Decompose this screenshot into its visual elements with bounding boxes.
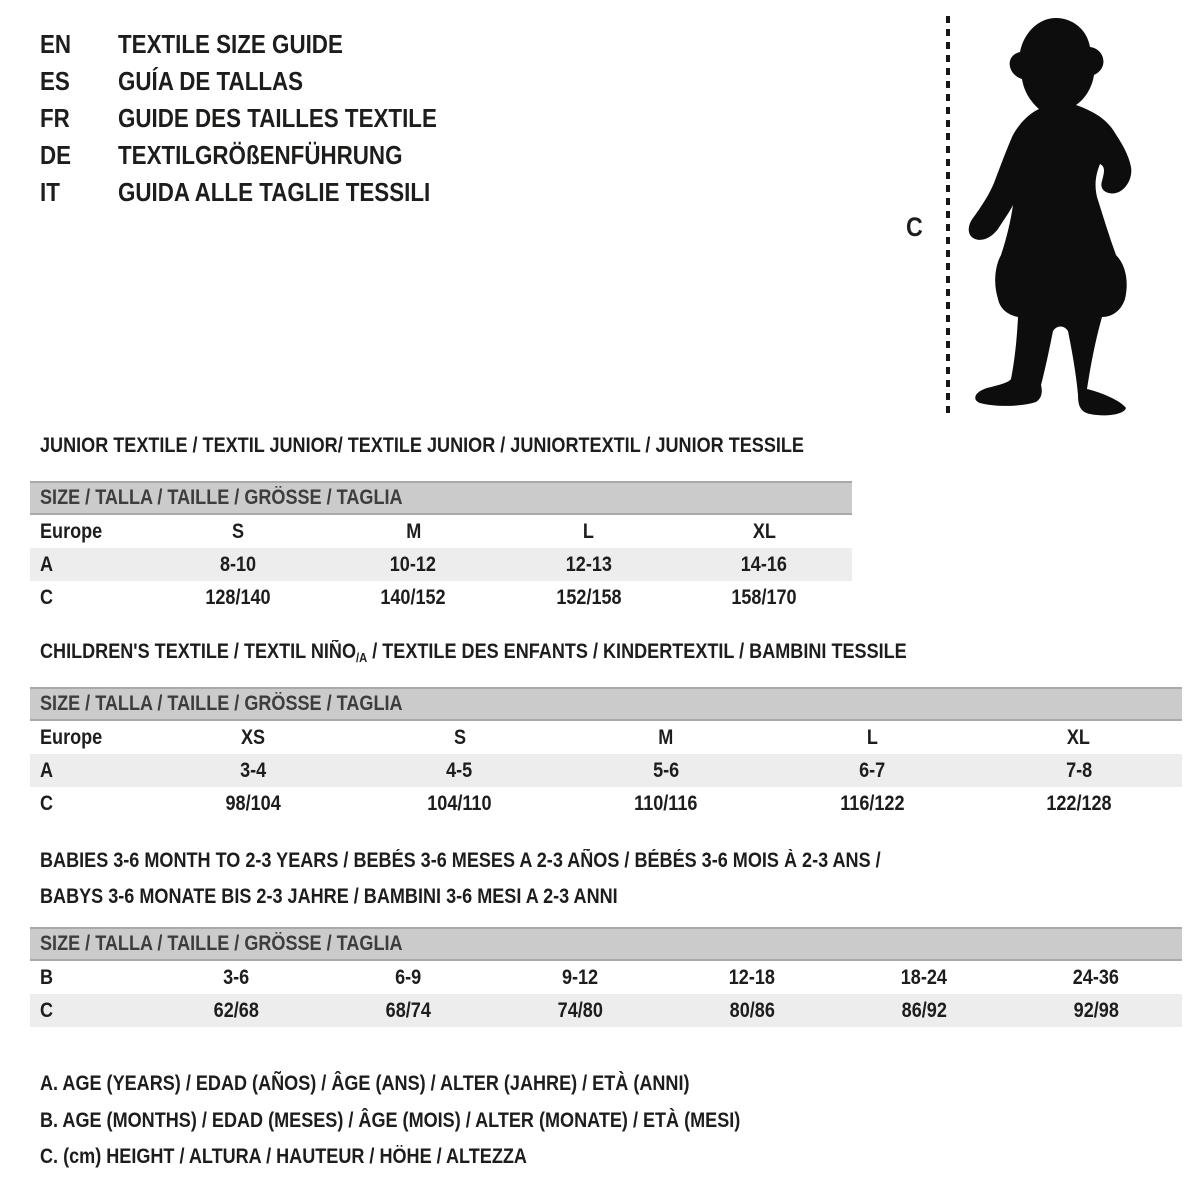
babies-height-row: C 62/68 68/74 74/80 80/86 86/92 92/98: [30, 994, 1182, 1027]
language-code: FR: [40, 103, 70, 133]
junior-size-table: SIZE / TALLA / TAILLE / GRÖSSE / TAGLIA …: [30, 481, 852, 614]
junior-age-row: A 8-10 10-12 12-13 14-16: [30, 548, 852, 581]
age-cell: 3-4: [240, 759, 267, 782]
age-cell: 8-10: [219, 553, 256, 576]
language-code: DE: [40, 140, 72, 170]
children-height-row: C 98/104 104/110 110/116 116/122 122/128: [30, 787, 1182, 820]
language-title: GUIDE DES TAILLES TEXTILE: [118, 103, 437, 133]
age-cell: 10-12: [390, 553, 437, 576]
row-label: A: [40, 553, 54, 576]
legend-height-cm: C. (cm) HEIGHT / ALTURA / HAUTEUR / HÖHE…: [40, 1145, 527, 1168]
language-title: GUÍA DE TALLAS: [118, 66, 304, 96]
row-label: C: [40, 792, 54, 815]
junior-region-row: Europe S M L XL: [30, 515, 852, 548]
language-code: EN: [40, 29, 72, 59]
size-column-header: XS: [241, 726, 266, 749]
language-row-it: IT GUIDA ALLE TAGLIE TESSILI: [40, 174, 489, 211]
row-label: A: [40, 759, 54, 782]
height-cell: 104/110: [427, 792, 492, 815]
junior-section-title: JUNIOR TEXTILE / TEXTIL JUNIOR/ TEXTILE …: [40, 434, 804, 457]
age-cell: 4-5: [446, 759, 473, 782]
size-column-header: M: [405, 520, 421, 543]
age-cell: 9-12: [561, 966, 599, 989]
language-row-de: DE TEXTILGRÖßENFÜHRUNG: [40, 137, 489, 174]
row-label: C: [40, 586, 54, 609]
size-header-row: SIZE / TALLA / TAILLE / GRÖSSE / TAGLIA: [30, 481, 852, 515]
height-cell: 140/152: [380, 586, 446, 609]
height-cell: 152/158: [556, 586, 622, 609]
height-measure-label: C: [906, 212, 923, 242]
age-cell: 14-16: [741, 553, 788, 576]
height-measure-dashed-line: [946, 16, 950, 416]
row-label: B: [40, 966, 54, 989]
region-label: Europe: [40, 520, 103, 543]
babies-age-row: B 3-6 6-9 9-12 12-18 18-24 24-36: [30, 961, 1182, 994]
babies-section-title-line2: BABYS 3-6 MONATE BIS 2-3 JAHRE / BAMBINI…: [40, 885, 618, 908]
children-region-row: Europe XS S M L XL: [30, 721, 1182, 754]
size-header-row: SIZE / TALLA / TAILLE / GRÖSSE / TAGLIA: [30, 927, 1182, 961]
baby-silhouette-icon: [968, 18, 1132, 416]
height-cell: 92/98: [1073, 999, 1119, 1022]
size-column-header: S: [231, 520, 244, 543]
title-subscript: /A: [356, 650, 368, 665]
size-column-header: S: [453, 726, 466, 749]
size-column-header: XL: [752, 520, 776, 543]
height-cell: 128/140: [205, 586, 271, 609]
age-cell: 5-6: [652, 759, 680, 782]
height-cell: 62/68: [213, 999, 259, 1022]
legend-age-months: B. AGE (MONTHS) / EDAD (MESES) / ÂGE (MO…: [40, 1109, 741, 1132]
height-cell: 68/74: [385, 999, 431, 1022]
junior-height-row: C 128/140 140/152 152/158 158/170: [30, 581, 852, 614]
babies-size-table: SIZE / TALLA / TAILLE / GRÖSSE / TAGLIA …: [30, 927, 1182, 1027]
size-header-row: SIZE / TALLA / TAILLE / GRÖSSE / TAGLIA: [30, 687, 1182, 721]
height-cell: 110/116: [634, 792, 698, 815]
size-column-header: XL: [1067, 726, 1091, 749]
language-title: GUIDA ALLE TAGLIE TESSILI: [118, 177, 431, 207]
row-label: C: [40, 999, 54, 1022]
language-title: TEXTILGRÖßENFÜHRUNG: [118, 140, 403, 170]
language-code: IT: [40, 177, 60, 207]
height-cell: 116/122: [840, 792, 905, 815]
height-cell: 122/128: [1046, 792, 1112, 815]
children-size-table: SIZE / TALLA / TAILLE / GRÖSSE / TAGLIA …: [30, 687, 1182, 820]
language-row-en: EN TEXTILE SIZE GUIDE: [40, 26, 489, 63]
height-cell: 158/170: [731, 586, 797, 609]
children-section-title: CHILDREN'S TEXTILE / TEXTIL NIÑO/A / TEX…: [40, 640, 907, 665]
age-cell: 12-18: [728, 966, 776, 989]
size-column-header: M: [658, 726, 674, 749]
language-code: ES: [40, 66, 70, 96]
age-cell: 18-24: [900, 966, 948, 989]
babies-section-title-line1: BABIES 3-6 MONTH TO 2-3 YEARS / BEBÉS 3-…: [40, 849, 881, 872]
height-cell: 86/92: [901, 999, 947, 1022]
region-label: Europe: [40, 726, 103, 749]
language-title-list: EN TEXTILE SIZE GUIDE ES GUÍA DE TALLAS …: [40, 26, 489, 211]
language-title: TEXTILE SIZE GUIDE: [118, 29, 343, 59]
size-column-header: L: [583, 520, 595, 543]
legend-age-years: A. AGE (YEARS) / EDAD (AÑOS) / ÂGE (ANS)…: [40, 1072, 690, 1095]
height-cell: 80/86: [729, 999, 775, 1022]
age-cell: 7-8: [1065, 759, 1092, 782]
age-cell: 6-7: [859, 759, 886, 782]
age-cell: 6-9: [394, 966, 422, 989]
age-cell: 12-13: [565, 553, 612, 576]
language-row-es: ES GUÍA DE TALLAS: [40, 63, 489, 100]
age-cell: 3-6: [222, 966, 250, 989]
size-column-header: L: [866, 726, 878, 749]
language-row-fr: FR GUIDE DES TAILLES TEXTILE: [40, 100, 489, 137]
height-cell: 74/80: [557, 999, 603, 1022]
children-age-row: A 3-4 4-5 5-6 6-7 7-8: [30, 754, 1182, 787]
age-cell: 24-36: [1072, 966, 1120, 989]
height-cell: 98/104: [225, 792, 281, 815]
